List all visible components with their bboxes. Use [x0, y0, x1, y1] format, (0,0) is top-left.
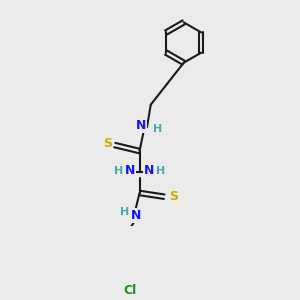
Text: H: H [153, 124, 162, 134]
Text: H: H [156, 166, 165, 176]
Text: N: N [144, 164, 154, 177]
Text: H: H [114, 166, 123, 176]
Text: N: N [130, 209, 141, 222]
Text: N: N [124, 164, 135, 177]
Text: H: H [120, 207, 129, 217]
Text: N: N [136, 119, 146, 132]
Text: S: S [169, 190, 178, 203]
Text: Cl: Cl [123, 284, 136, 297]
Text: S: S [103, 137, 112, 150]
